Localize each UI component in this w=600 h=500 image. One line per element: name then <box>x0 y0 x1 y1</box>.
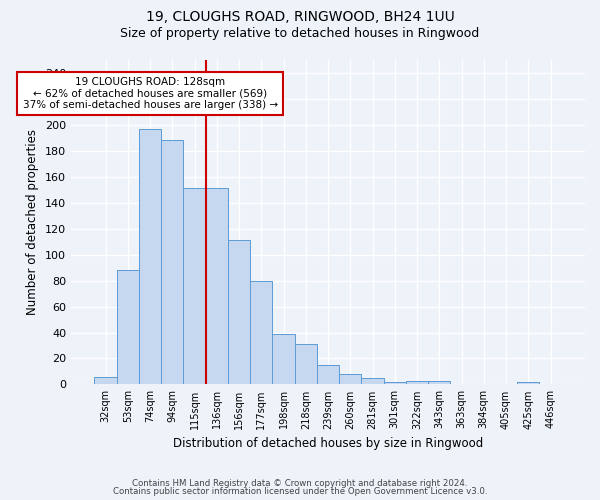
Bar <box>383 382 406 384</box>
Bar <box>272 334 295 384</box>
Bar <box>428 380 451 384</box>
X-axis label: Distribution of detached houses by size in Ringwood: Distribution of detached houses by size … <box>173 437 483 450</box>
Text: Contains public sector information licensed under the Open Government Licence v3: Contains public sector information licen… <box>113 488 487 496</box>
Bar <box>250 280 272 384</box>
Bar <box>317 365 339 384</box>
Bar <box>161 140 184 384</box>
Bar <box>184 188 206 384</box>
Text: Contains HM Land Registry data © Crown copyright and database right 2024.: Contains HM Land Registry data © Crown c… <box>132 478 468 488</box>
Bar <box>295 344 317 385</box>
Text: Size of property relative to detached houses in Ringwood: Size of property relative to detached ho… <box>121 28 479 40</box>
Bar <box>206 188 228 384</box>
Y-axis label: Number of detached properties: Number of detached properties <box>26 129 40 315</box>
Bar <box>361 378 383 384</box>
Bar <box>139 129 161 384</box>
Bar <box>228 240 250 384</box>
Bar <box>117 270 139 384</box>
Bar <box>406 380 428 384</box>
Bar <box>339 374 361 384</box>
Bar <box>94 376 117 384</box>
Text: 19 CLOUGHS ROAD: 128sqm
← 62% of detached houses are smaller (569)
37% of semi-d: 19 CLOUGHS ROAD: 128sqm ← 62% of detache… <box>23 77 278 110</box>
Text: 19, CLOUGHS ROAD, RINGWOOD, BH24 1UU: 19, CLOUGHS ROAD, RINGWOOD, BH24 1UU <box>146 10 454 24</box>
Bar <box>517 382 539 384</box>
